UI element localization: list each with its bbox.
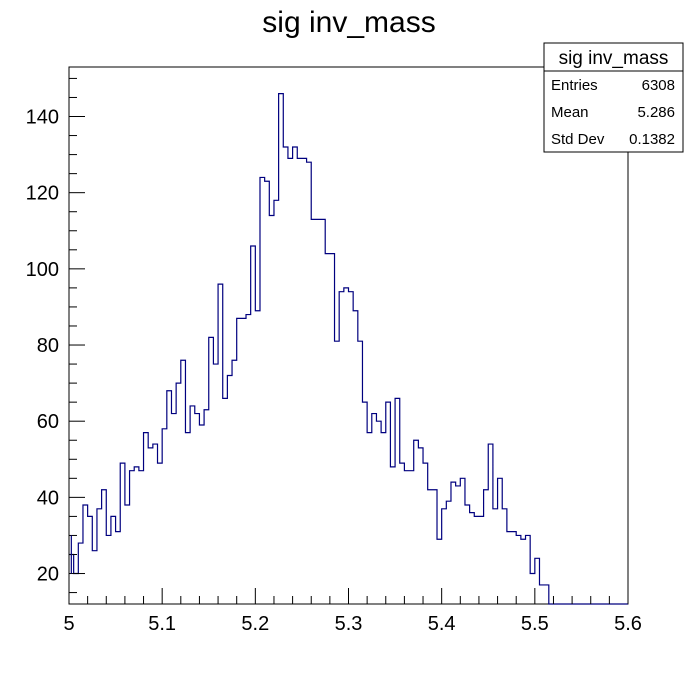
chart-title: sig inv_mass	[262, 6, 435, 39]
stats-mean-label: Mean	[551, 104, 589, 121]
stats-entries-label: Entries	[551, 77, 598, 94]
y-tick-label: 80	[37, 335, 59, 357]
y-axis: 20 40 60 80 100 120 140	[26, 77, 85, 594]
y-tick-label: 120	[26, 183, 59, 205]
y-tick-label: 20	[37, 564, 59, 586]
x-tick-label: 5.4	[428, 613, 456, 635]
y-tick-label: 100	[26, 259, 59, 281]
x-tick-label: 5.5	[521, 613, 549, 635]
stats-entries-value: 6308	[642, 77, 675, 94]
x-tick-label: 5.2	[241, 613, 269, 635]
y-tick-label: 60	[37, 411, 59, 433]
stats-box-title: sig inv_mass	[559, 48, 669, 69]
stats-box-frame	[543, 42, 684, 153]
stats-stddev-value: 0.1382	[629, 131, 675, 148]
y-tick-label: 40	[37, 487, 59, 509]
x-axis: 5 5.1 5.2 5.3 5.4 5.5 5.6	[63, 588, 642, 635]
stats-mean-value: 5.286	[637, 104, 675, 121]
x-tick-label: 5.6	[614, 613, 642, 635]
stats-box: sig inv_mass Entries 6308 Mean 5.286 Std…	[543, 42, 684, 153]
x-tick-label: 5.1	[148, 613, 176, 635]
y-tick-label: 140	[26, 107, 59, 129]
x-tick-label: 5	[63, 613, 74, 635]
stats-stddev-label: Std Dev	[551, 131, 605, 148]
histogram-step-line	[69, 93, 628, 605]
x-tick-label: 5.3	[335, 613, 363, 635]
